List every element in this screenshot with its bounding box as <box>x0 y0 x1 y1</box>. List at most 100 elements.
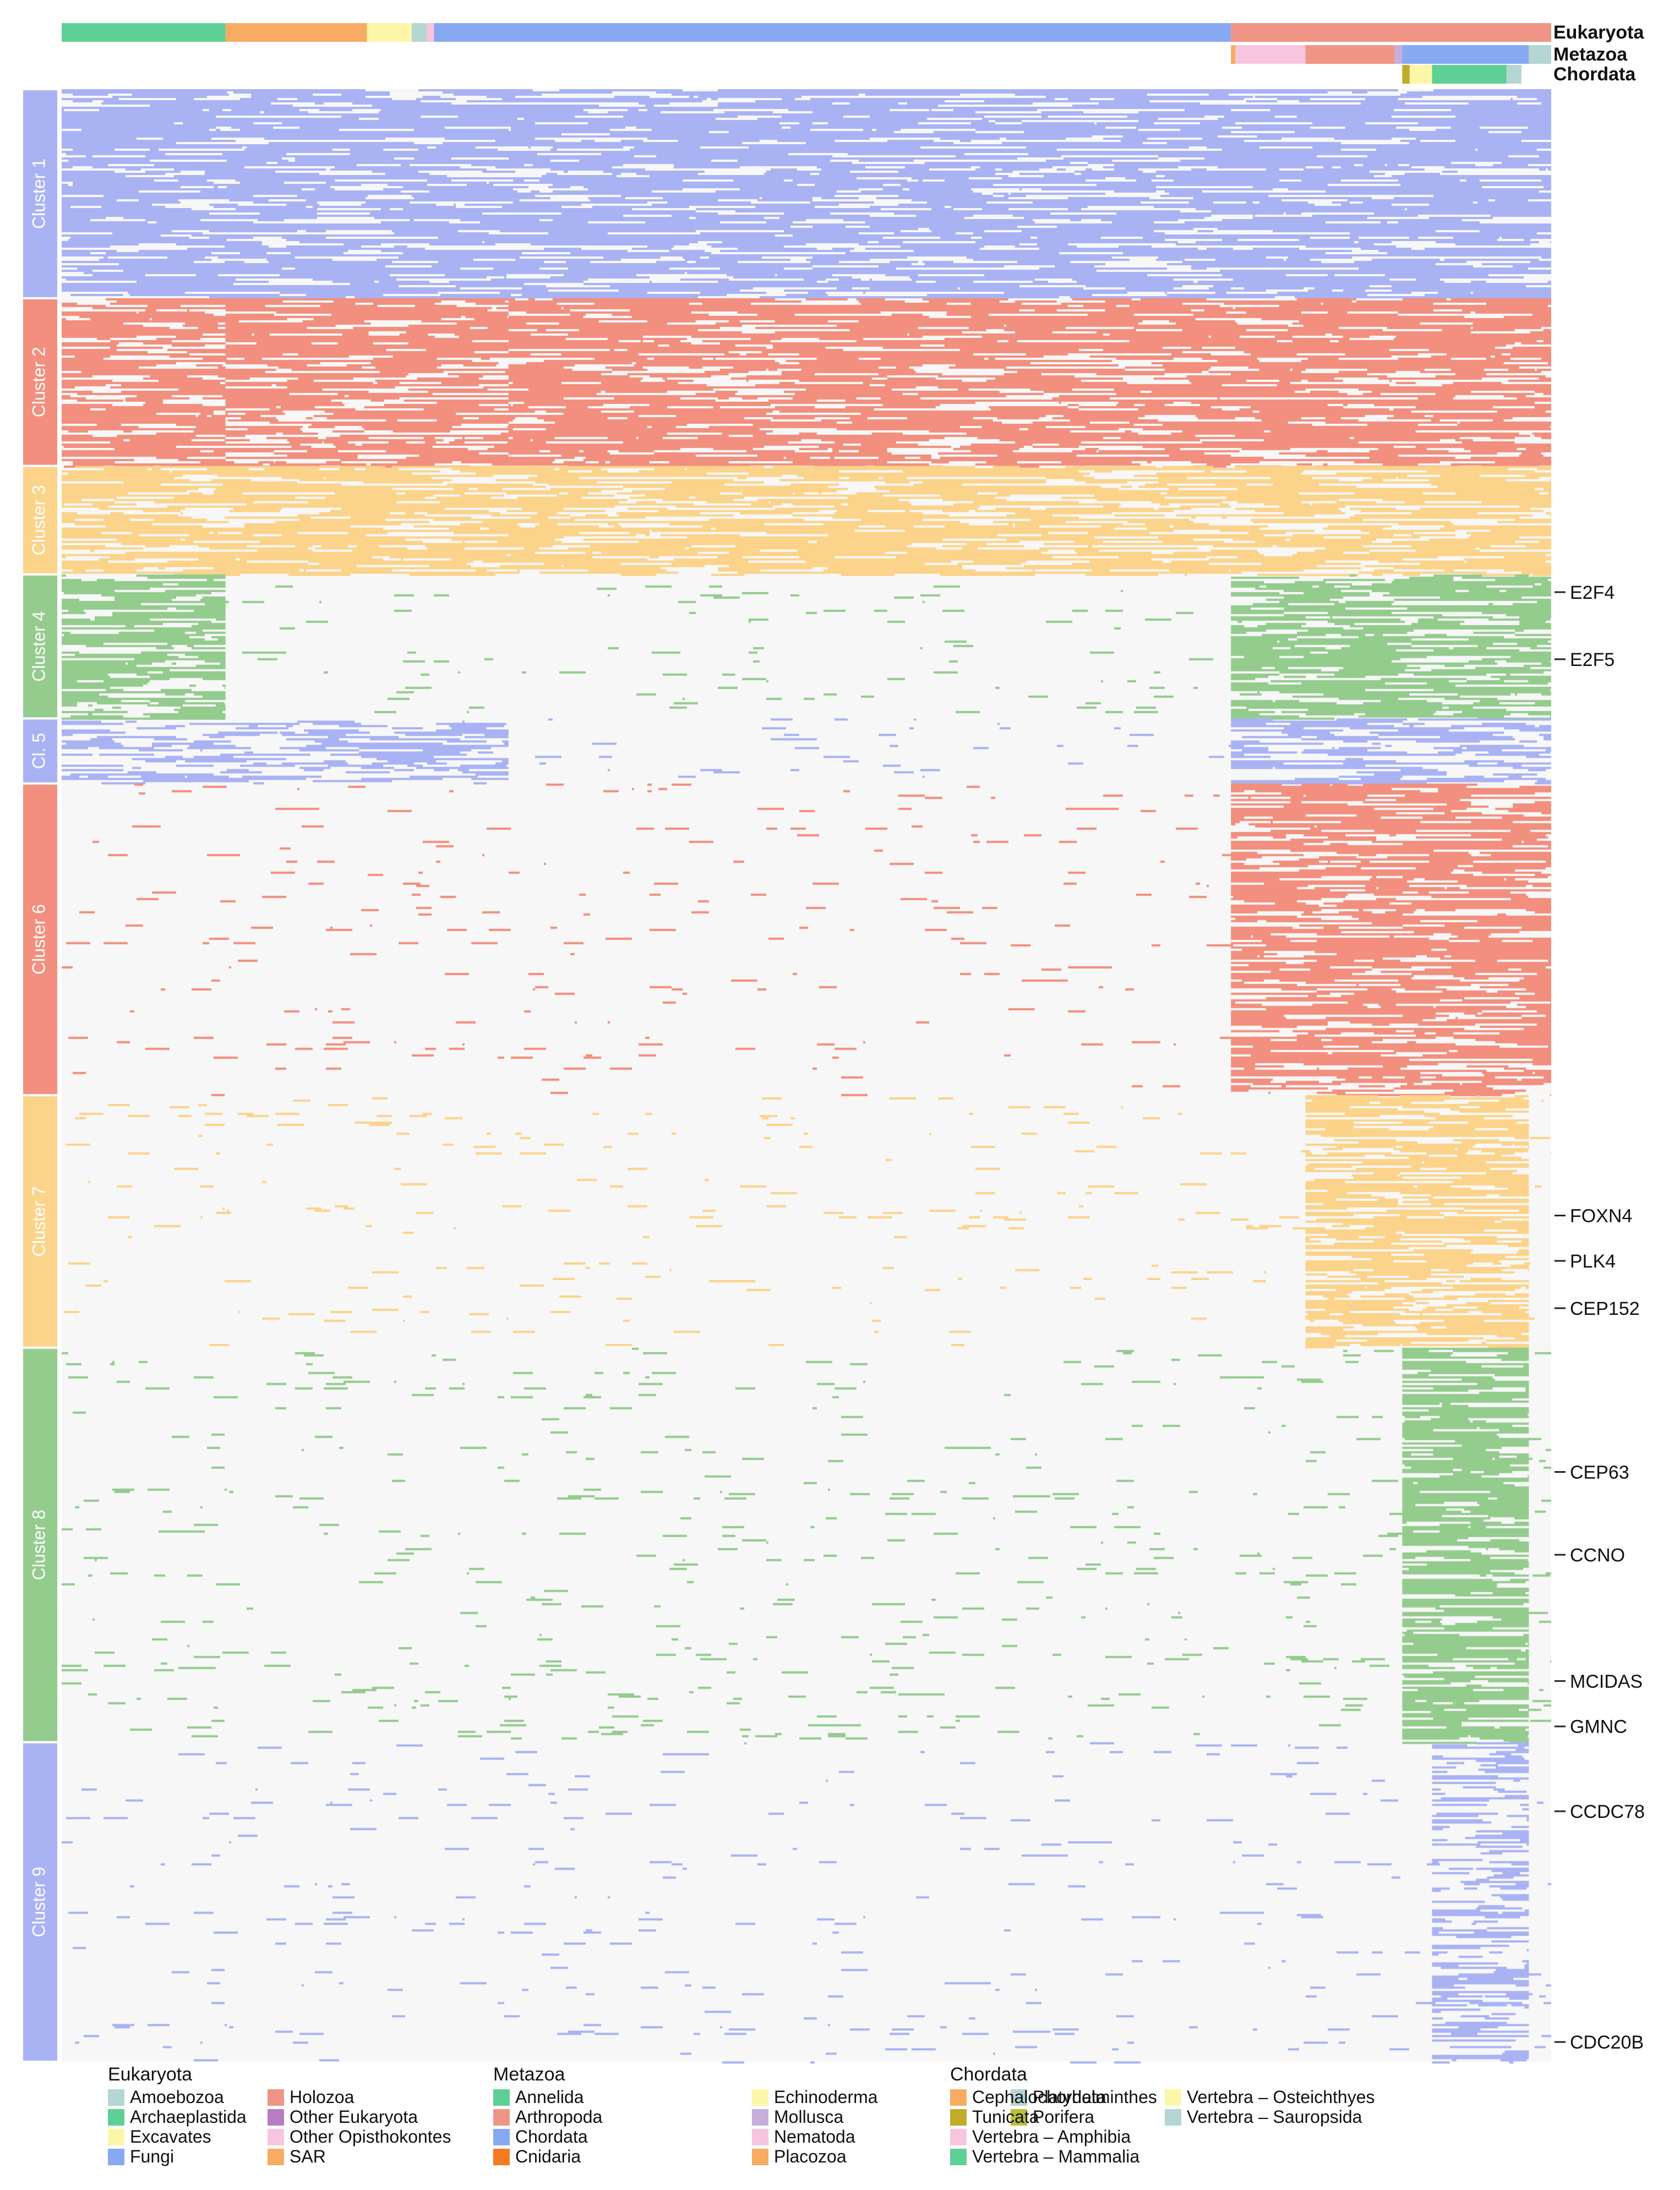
cluster-bar-cluster-3 <box>23 467 57 574</box>
annotation-segment-metazoa-mollusca <box>1394 45 1403 64</box>
legend-swatch-chordata <box>493 2129 510 2145</box>
gene-label-cdc20b: CDC20B <box>1570 2032 1644 2053</box>
annotation-track-label-eukaryota: Eukaryota <box>1553 22 1644 43</box>
annotation-segment-metazoa-chordata <box>1402 45 1529 64</box>
legend-swatch-platyhelminthes <box>1011 2089 1027 2106</box>
annotation-segment-eukaryota-excavates <box>367 23 412 42</box>
cluster-cells-cluster-1 <box>62 89 1551 298</box>
gene-label-foxn4: FOXN4 <box>1570 1205 1632 1226</box>
legend-swatch-echinoderma <box>752 2089 768 2106</box>
legend-swatch-other-eukaryota <box>268 2109 284 2126</box>
cluster-label-cluster-3: Cluster 3 <box>29 485 48 555</box>
annotation-segment-metazoa-placozoa <box>1231 45 1236 64</box>
heatmap-body <box>62 89 1551 2064</box>
legend-swatch-vertebra-sauropsida <box>1165 2109 1181 2126</box>
legend-swatch-placozoa <box>752 2149 768 2165</box>
cluster-label-cl-5: Cl. 5 <box>29 733 48 769</box>
cluster-label-cluster-1: Cluster 1 <box>29 159 48 229</box>
cluster-cells-cl-5 <box>62 718 1551 785</box>
legend-label-tunicata: Tunicata <box>972 2107 1039 2127</box>
legend-label-cnidaria: Cnidaria <box>515 2147 581 2166</box>
legend-label-arthropoda: Arthropoda <box>515 2107 603 2127</box>
cluster-cells-cluster-8 <box>62 1347 1551 1744</box>
legend-label-vertebra-osteichthyes: Vertebra – Osteichthyes <box>1187 2087 1375 2107</box>
cluster-label-cluster-8: Cluster 8 <box>29 1510 48 1580</box>
gene-label-ccno: CCNO <box>1570 1545 1625 1566</box>
legend-swatch-holozoa <box>268 2089 284 2106</box>
legend-swatch-cephalochordata <box>950 2089 967 2106</box>
cluster-block-cl-5 <box>62 718 1551 785</box>
cluster-block-cluster-7 <box>64 1095 1551 1348</box>
legend-label-mollusca: Mollusca <box>774 2107 843 2127</box>
legend-label-placozoa: Placozoa <box>774 2147 847 2166</box>
gene-label-e2f4: E2F4 <box>1570 582 1614 603</box>
legend-label-nematoda: Nematoda <box>774 2127 855 2147</box>
legend-title-chordata: Chordata <box>950 2064 1027 2085</box>
annotation-track-label-metazoa: Metazoa <box>1553 44 1628 65</box>
gene-label-e2f5: E2F5 <box>1570 649 1614 670</box>
gene-label-gmnc: GMNC <box>1570 1717 1627 1738</box>
legend-label-echinoderma: Echinoderma <box>774 2087 878 2107</box>
cluster-bar-cluster-7 <box>23 1096 57 1347</box>
legend-group-metazoa: MetazoaAnnelidaArthropodaChordataCnidari… <box>493 2064 1157 2166</box>
legend-swatch-sar <box>268 2149 284 2165</box>
cluster-block-cluster-6 <box>62 783 1551 1096</box>
annotation-segment-chordata-vertebra-osteichthyes <box>1409 65 1432 84</box>
cluster-cells-cluster-7 <box>64 1095 1551 1348</box>
legend-swatch-tunicata <box>950 2109 967 2126</box>
legend-swatch-porifera <box>1011 2109 1027 2126</box>
cluster-bar-cluster-6 <box>23 784 57 1094</box>
gene-label-ccdc78: CCDC78 <box>1570 1801 1645 1822</box>
legend-group-eukaryota: EukaryotaAmoebozoaArchaeplastidaExcavate… <box>108 2064 451 2166</box>
annotation-segment-chordata-tunicata <box>1402 65 1410 84</box>
gene-label-mcidas: MCIDAS <box>1570 1671 1643 1692</box>
cluster-label-cluster-7: Cluster 7 <box>29 1186 48 1257</box>
legend-label-cephalochordata: Cephalochordata <box>972 2087 1106 2107</box>
legend-title-metazoa: Metazoa <box>493 2064 565 2085</box>
legend-swatch-nematoda <box>752 2129 768 2145</box>
annotation-segment-chordata-vertebra-sauropsida <box>1506 65 1521 84</box>
legend-swatch-other-opisthokontes <box>268 2129 284 2145</box>
cluster-block-cluster-4 <box>62 574 1551 720</box>
cluster-bar-cluster-9 <box>23 1743 57 2061</box>
legend-label-amoebozoa: Amoebozoa <box>130 2087 224 2107</box>
cluster-cells-cluster-4 <box>62 574 1551 720</box>
cluster-block-cluster-3 <box>62 466 1551 576</box>
cluster-bar-cluster-8 <box>23 1348 57 1741</box>
legend-label-other-opisthokontes: Other Opisthokontes <box>290 2127 451 2147</box>
legend-swatch-vertebra-mammalia <box>950 2149 967 2165</box>
legend-swatch-annelida <box>493 2089 510 2106</box>
legend-swatch-amoebozoa <box>108 2089 124 2106</box>
annotation-segment-metazoa-arthropoda <box>1305 45 1395 64</box>
cluster-cells-cluster-3 <box>62 466 1551 576</box>
cluster-label-cluster-4: Cluster 4 <box>29 611 48 681</box>
annotation-segment-eukaryota-amoebozoa <box>411 23 427 42</box>
legend-label-sar: SAR <box>290 2147 326 2166</box>
cluster-label-cluster-6: Cluster 6 <box>29 904 48 975</box>
cluster-bar-cluster-4 <box>23 575 57 718</box>
legend-label-holozoa: Holozoa <box>290 2087 354 2107</box>
gene-label-cep152: CEP152 <box>1570 1298 1640 1319</box>
legend-label-chordata: Chordata <box>515 2127 588 2147</box>
cluster-block-cluster-1 <box>62 89 1551 298</box>
cluster-block-cluster-8 <box>62 1347 1551 1744</box>
annotation-segment-eukaryota-archaeplastida <box>62 23 226 42</box>
legend-label-other-eukaryota: Other Eukaryota <box>290 2107 418 2127</box>
legend-swatch-mollusca <box>752 2109 768 2126</box>
cluster-bar-cluster-1 <box>23 90 57 297</box>
legend: EukaryotaAmoebozoaArchaeplastidaExcavate… <box>108 2064 1375 2166</box>
annotation-segment-eukaryota-holozoa <box>1231 23 1551 42</box>
cluster-block-cluster-2 <box>62 298 1551 468</box>
legend-label-annelida: Annelida <box>515 2087 584 2107</box>
legend-label-fungi: Fungi <box>130 2147 174 2166</box>
annotation-track-label-chordata: Chordata <box>1553 64 1636 85</box>
legend-label-vertebra-amphibia: Vertebra – Amphibia <box>972 2127 1131 2147</box>
gene-label-plk4: PLK4 <box>1570 1251 1616 1272</box>
annotation-segment-eukaryota-fungi <box>434 23 1231 42</box>
legend-swatch-cnidaria <box>493 2149 510 2165</box>
cluster-cells-cluster-6 <box>62 783 1551 1096</box>
cluster-label-cluster-2: Cluster 2 <box>29 347 48 417</box>
legend-label-platyhelminthes: Platyhelminthes <box>1033 2087 1157 2107</box>
